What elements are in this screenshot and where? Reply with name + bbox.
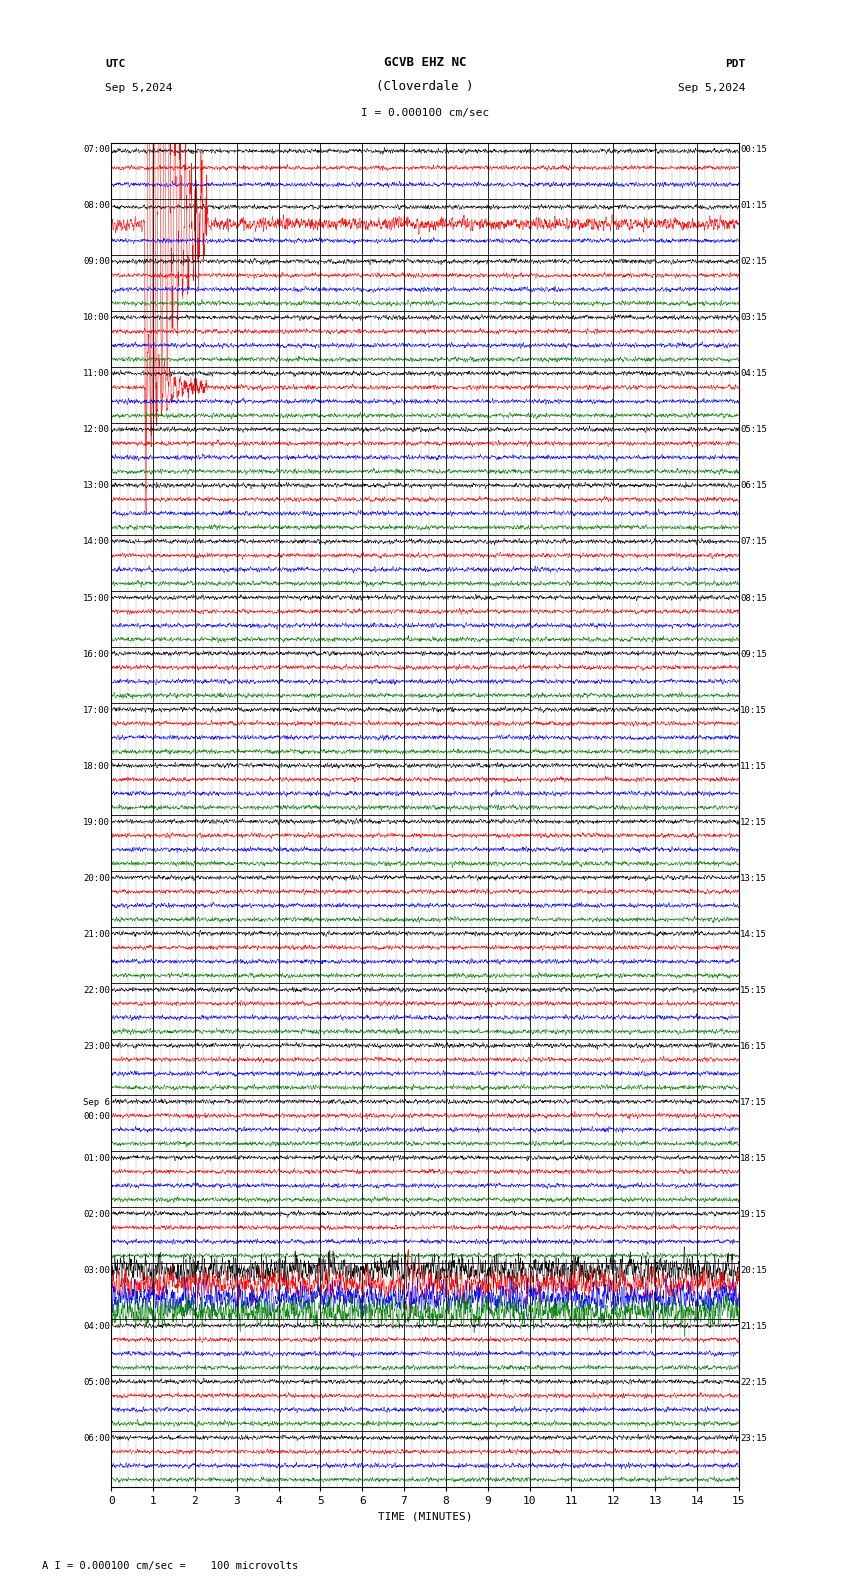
Text: 13:15: 13:15 — [740, 873, 767, 882]
X-axis label: TIME (MINUTES): TIME (MINUTES) — [377, 1511, 473, 1522]
Text: 17:00: 17:00 — [83, 705, 110, 714]
Text: 16:15: 16:15 — [740, 1042, 767, 1050]
Text: I = 0.000100 cm/sec: I = 0.000100 cm/sec — [361, 108, 489, 119]
Text: (Cloverdale ): (Cloverdale ) — [377, 79, 473, 93]
Text: 08:00: 08:00 — [83, 201, 110, 211]
Text: 05:00: 05:00 — [83, 1378, 110, 1386]
Text: Sep 5,2024: Sep 5,2024 — [105, 82, 173, 93]
Text: 11:00: 11:00 — [83, 369, 110, 379]
Text: 19:00: 19:00 — [83, 817, 110, 827]
Text: 23:15: 23:15 — [740, 1434, 767, 1443]
Text: 03:00: 03:00 — [83, 1266, 110, 1275]
Text: 02:00: 02:00 — [83, 1210, 110, 1218]
Text: 00:00: 00:00 — [83, 1112, 110, 1120]
Text: 16:00: 16:00 — [83, 649, 110, 659]
Text: 22:15: 22:15 — [740, 1378, 767, 1386]
Text: 04:15: 04:15 — [740, 369, 767, 379]
Text: 04:00: 04:00 — [83, 1321, 110, 1331]
Text: 18:15: 18:15 — [740, 1153, 767, 1163]
Text: 09:00: 09:00 — [83, 258, 110, 266]
Text: 02:15: 02:15 — [740, 258, 767, 266]
Text: 23:00: 23:00 — [83, 1042, 110, 1050]
Text: 19:15: 19:15 — [740, 1210, 767, 1218]
Text: 20:15: 20:15 — [740, 1266, 767, 1275]
Text: 12:00: 12:00 — [83, 426, 110, 434]
Text: 10:15: 10:15 — [740, 705, 767, 714]
Text: 01:00: 01:00 — [83, 1153, 110, 1163]
Text: 22:00: 22:00 — [83, 985, 110, 995]
Text: 21:00: 21:00 — [83, 930, 110, 939]
Text: 18:00: 18:00 — [83, 762, 110, 770]
Text: 14:00: 14:00 — [83, 537, 110, 546]
Text: 15:00: 15:00 — [83, 594, 110, 602]
Text: 12:15: 12:15 — [740, 817, 767, 827]
Text: 03:15: 03:15 — [740, 314, 767, 323]
Text: 21:15: 21:15 — [740, 1321, 767, 1331]
Text: 08:15: 08:15 — [740, 594, 767, 602]
Text: A I = 0.000100 cm/sec =    100 microvolts: A I = 0.000100 cm/sec = 100 microvolts — [42, 1562, 298, 1571]
Text: 05:15: 05:15 — [740, 426, 767, 434]
Text: 00:15: 00:15 — [740, 146, 767, 154]
Text: 14:15: 14:15 — [740, 930, 767, 939]
Text: 17:15: 17:15 — [740, 1098, 767, 1107]
Text: GCVB EHZ NC: GCVB EHZ NC — [383, 55, 467, 68]
Text: Sep 6: Sep 6 — [83, 1098, 110, 1107]
Text: 06:00: 06:00 — [83, 1434, 110, 1443]
Text: PDT: PDT — [725, 59, 745, 68]
Text: 10:00: 10:00 — [83, 314, 110, 323]
Text: 15:15: 15:15 — [740, 985, 767, 995]
Text: 06:15: 06:15 — [740, 482, 767, 491]
Text: 01:15: 01:15 — [740, 201, 767, 211]
Text: 11:15: 11:15 — [740, 762, 767, 770]
Text: 20:00: 20:00 — [83, 873, 110, 882]
Text: Sep 5,2024: Sep 5,2024 — [677, 82, 745, 93]
Text: UTC: UTC — [105, 59, 125, 68]
Text: 07:15: 07:15 — [740, 537, 767, 546]
Text: 07:00: 07:00 — [83, 146, 110, 154]
Text: 13:00: 13:00 — [83, 482, 110, 491]
Text: 09:15: 09:15 — [740, 649, 767, 659]
